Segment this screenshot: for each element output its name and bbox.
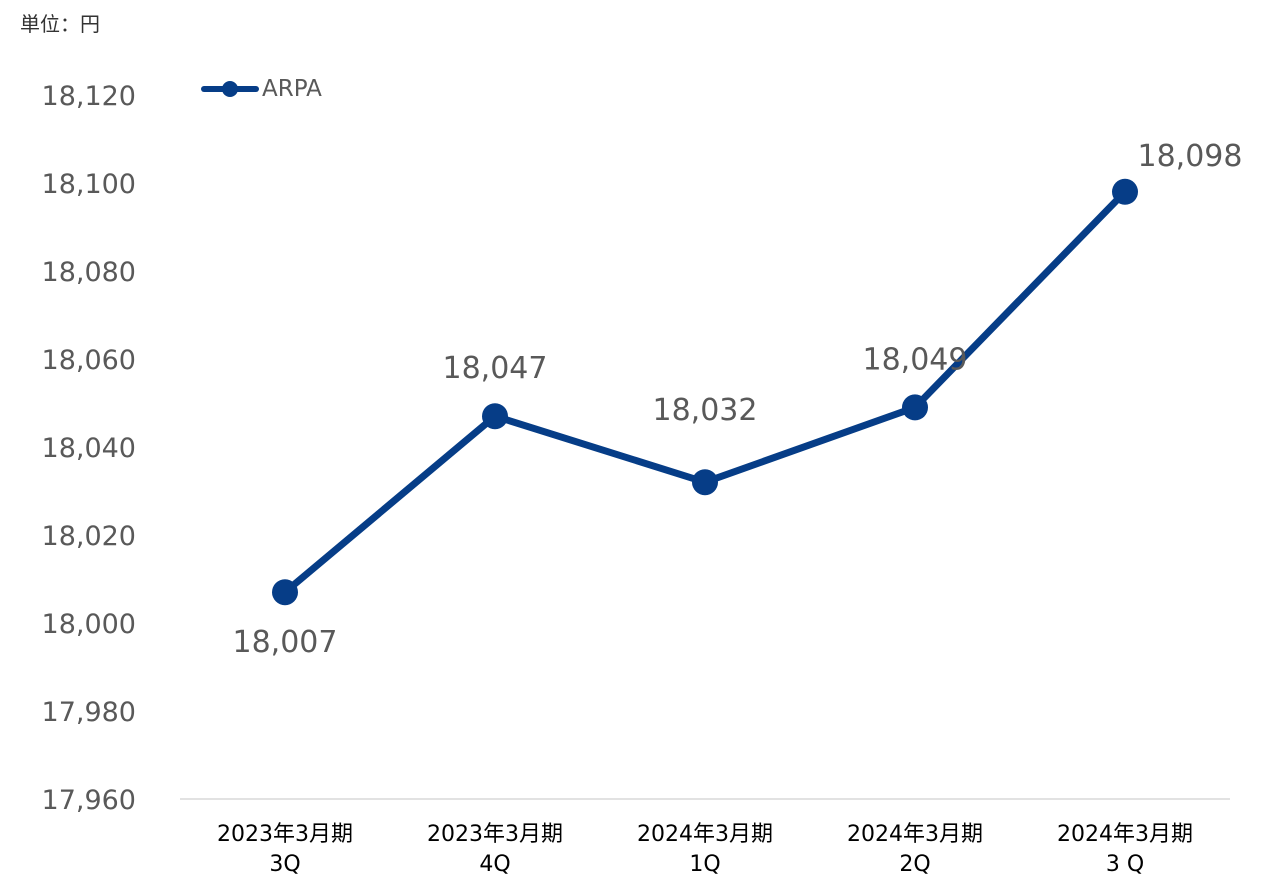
data-point <box>902 394 928 421</box>
y-axis-ticks: 17,960 17,980 18,000 18,020 18,040 18,060 18,0… <box>42 81 136 816</box>
y-tick-label: 17,980 <box>42 697 136 728</box>
legend-label-arpa: ARPA <box>262 76 322 102</box>
y-tick-label: 17,960 <box>42 785 136 816</box>
x-tick-label: 2024年3月期 1Q <box>637 822 773 877</box>
legend-marker-swatch <box>222 81 238 97</box>
data-label: 18,007 <box>233 625 338 660</box>
y-tick-label: 18,120 <box>42 81 136 112</box>
x-tick-label: 2023年3月期 4Q <box>427 822 563 877</box>
y-tick-label: 18,000 <box>42 609 136 640</box>
data-point <box>482 403 508 430</box>
y-tick-label: 18,080 <box>42 257 136 288</box>
unit-label: 単位：円 <box>20 12 100 36</box>
data-points <box>272 178 1138 606</box>
y-tick-label: 18,100 <box>42 169 136 200</box>
data-label: 18,049 <box>863 342 968 377</box>
series-line-arpa <box>282 189 1128 595</box>
data-point <box>692 469 718 496</box>
x-axis-ticks: 2023年3月期 3Q 2023年3月期 4Q 2024年3月期 1Q 2024年3月期 2Q… <box>217 822 1193 877</box>
legend: ARPA <box>201 76 322 102</box>
x-tick-label: 2024年3月期 2Q <box>847 822 983 877</box>
data-labels: 18,007 18,047 18,032 18,049 18,098 <box>233 139 1243 660</box>
data-point <box>272 579 298 606</box>
y-tick-label: 18,040 <box>42 433 136 464</box>
y-tick-label: 18,060 <box>42 345 136 376</box>
x-tick-label: 2023年3月期 3Q <box>217 822 353 877</box>
data-point <box>1112 178 1138 205</box>
x-tick-label: 2024年3月期 3 Q <box>1057 822 1193 877</box>
data-label: 18,098 <box>1138 139 1243 174</box>
data-label: 18,032 <box>653 393 758 428</box>
y-tick-label: 18,020 <box>42 521 136 552</box>
data-label: 18,047 <box>443 351 548 386</box>
